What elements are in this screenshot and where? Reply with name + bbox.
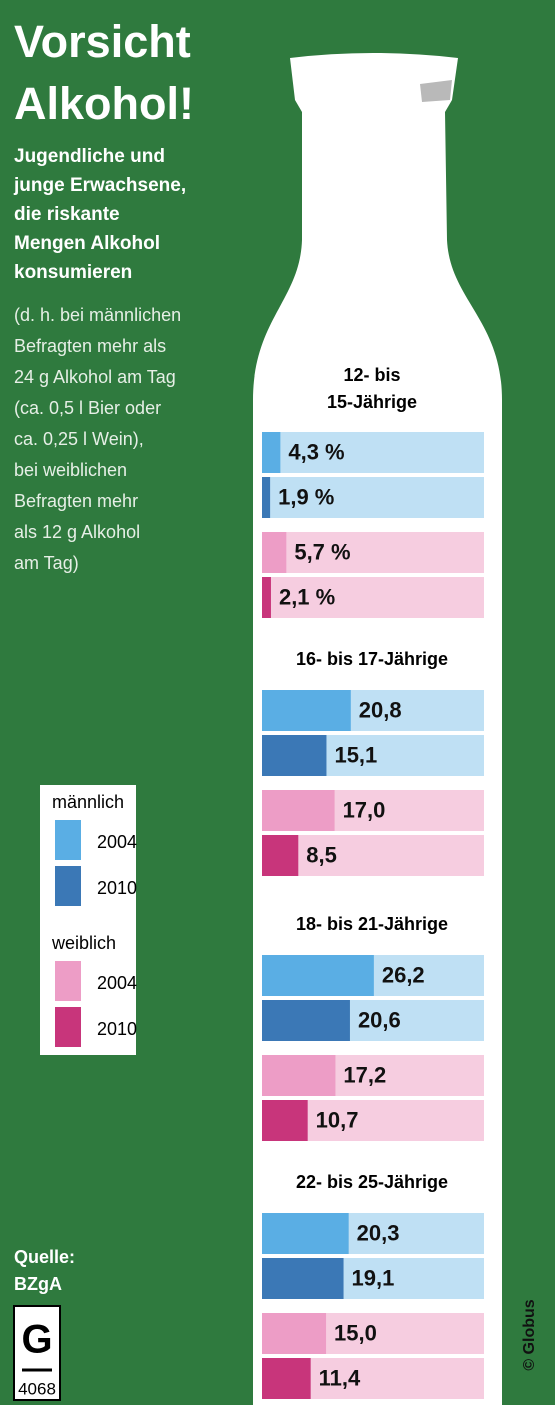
subtitle: junge Erwachsene,: [13, 175, 186, 196]
note: Befragten mehr: [14, 491, 138, 511]
note: als 12 g Alkohol: [14, 522, 140, 542]
value-label: 4,3 %: [288, 439, 344, 464]
bar: [262, 1100, 308, 1141]
value-label: 10,7: [316, 1107, 359, 1132]
value-label: 11,4: [319, 1365, 361, 1390]
value-label: 17,0: [343, 797, 386, 822]
legend-swatch: [55, 961, 81, 1001]
logo-code: 4068: [18, 1379, 56, 1398]
value-label: 26,2: [382, 962, 425, 987]
bar: [262, 1055, 335, 1096]
subtitle: Mengen Alkohol: [14, 233, 160, 254]
bar: [262, 477, 270, 518]
note: ca. 0,25 l Wein),: [14, 429, 144, 449]
bar: [262, 577, 271, 618]
subtitle: Jugendliche und: [14, 146, 165, 167]
value-label: 15,0: [334, 1320, 377, 1345]
bar: [262, 790, 335, 831]
bar: [262, 690, 351, 731]
page: G 4068 © Globus Vorsicht Alkohol! Jugendli…: [0, 0, 555, 1405]
value-label: 8,5: [306, 842, 337, 867]
note: bei weiblichen: [14, 460, 127, 480]
legend-box: [40, 785, 136, 1055]
legend-label: 2010: [97, 878, 137, 898]
note: (d. h. bei männlichen: [14, 305, 181, 325]
bar: [262, 1358, 311, 1399]
legend-label: 2004: [97, 973, 137, 993]
legend-group: männlich: [52, 792, 124, 812]
legend-swatch: [55, 866, 81, 906]
bar: [262, 1313, 326, 1354]
bar: [262, 532, 286, 573]
value-label: 20,3: [357, 1220, 400, 1245]
bar: [262, 955, 374, 996]
legend-group: weiblich: [51, 933, 116, 953]
bar: [262, 1000, 350, 1041]
value-label: 20,6: [358, 1007, 401, 1032]
source: BZgA: [14, 1274, 62, 1294]
legend-swatch: [55, 1007, 81, 1047]
bar: [262, 1213, 349, 1254]
bar: [262, 735, 326, 776]
value-label: 17,2: [343, 1062, 386, 1087]
logo-mark: G: [21, 1318, 52, 1362]
value-label: 2,1 %: [279, 584, 335, 609]
title: Alkohol!: [14, 78, 194, 129]
value-label: 15,1: [334, 742, 377, 767]
note: am Tag): [14, 553, 79, 573]
subtitle: konsumieren: [14, 262, 132, 283]
value-label: 5,7 %: [294, 539, 350, 564]
subtitle: die riskante: [14, 204, 120, 225]
credit: © Globus: [521, 1299, 538, 1370]
chart: G 4068 © Globus Vorsicht Alkohol! Jugendli…: [0, 0, 555, 1405]
bar: [262, 432, 280, 473]
value-label: 1,9 %: [278, 484, 334, 509]
legend-label: 2004: [97, 832, 137, 852]
legend-swatch: [55, 820, 81, 860]
category-label: 22- bis 25-Jährige: [296, 1172, 448, 1192]
bar: [262, 1258, 344, 1299]
legend-label: 2010: [97, 1019, 137, 1039]
bar: [262, 835, 298, 876]
category-label: 16- bis 17-Jährige: [296, 649, 448, 669]
note: 24 g Alkohol am Tag: [14, 367, 176, 387]
value-label: 20,8: [359, 697, 402, 722]
value-label: 19,1: [352, 1265, 395, 1290]
title: Vorsicht: [14, 16, 191, 67]
source: Quelle:: [14, 1247, 75, 1267]
note: Befragten mehr als: [14, 336, 166, 356]
category-label: 18- bis 21-Jährige: [296, 914, 448, 934]
note: (ca. 0,5 l Bier oder: [14, 398, 161, 418]
